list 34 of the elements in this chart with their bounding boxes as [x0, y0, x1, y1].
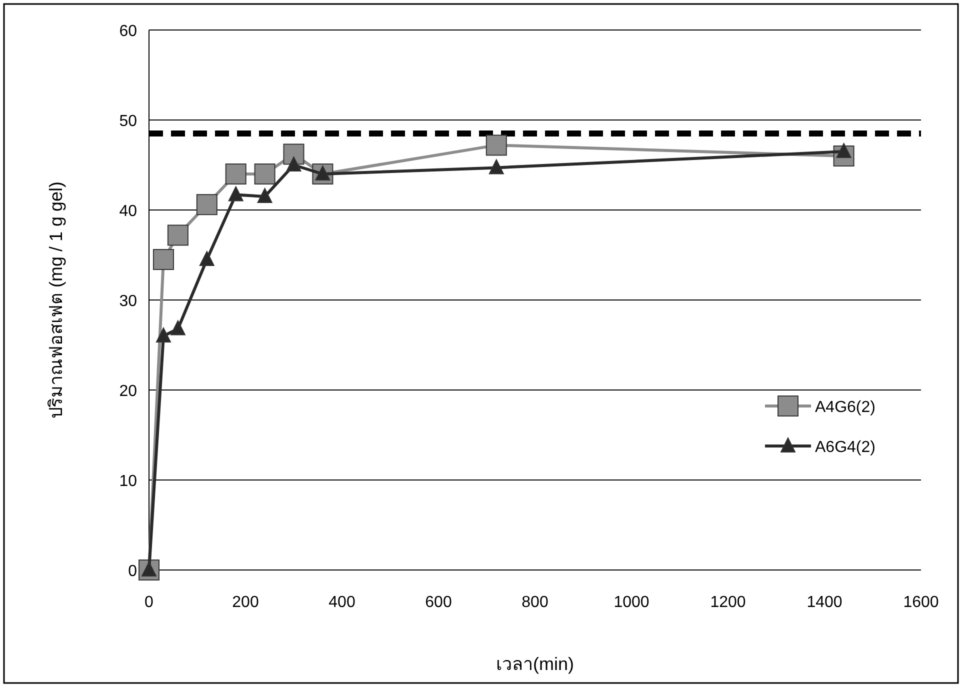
x-tick-label: 1400 — [806, 594, 842, 611]
x-tick-label: 1200 — [710, 594, 746, 611]
x-tick-label: 0 — [144, 594, 154, 611]
legend-label: A4G6(2) — [815, 399, 876, 416]
point — [486, 134, 507, 156]
point — [196, 194, 218, 216]
point — [283, 144, 304, 165]
x-tick-label: 200 — [232, 594, 259, 611]
point — [156, 328, 171, 342]
y-tick-label: 10 — [119, 473, 138, 490]
point — [257, 188, 272, 203]
y-tick-label: 20 — [119, 383, 138, 400]
x-tick-label: 1000 — [614, 594, 650, 611]
x-tick-label: 600 — [425, 594, 452, 611]
point — [286, 156, 302, 172]
y-axis-title: ปริมาณฟอสเฟต (mg / 1 g gel) — [46, 181, 66, 419]
legend-label: A6G4(2) — [815, 439, 876, 456]
y-tick-label: 50 — [119, 113, 138, 130]
point — [228, 186, 244, 202]
x-tick-label: 800 — [522, 594, 548, 611]
point — [170, 320, 186, 336]
point — [199, 251, 214, 266]
point — [488, 159, 504, 174]
y-tick-label: 30 — [119, 293, 138, 310]
y-tick-label: 40 — [119, 203, 138, 220]
point — [152, 249, 174, 270]
point — [254, 164, 276, 184]
y-tick-label: 60 — [119, 23, 138, 40]
y-tick-label: 0 — [128, 563, 138, 580]
point — [167, 224, 188, 246]
x-axis-title: เวลา(min) — [496, 654, 574, 674]
x-tick-label: 1600 — [903, 594, 939, 611]
point — [225, 164, 246, 184]
x-tick-label: 400 — [328, 594, 356, 611]
